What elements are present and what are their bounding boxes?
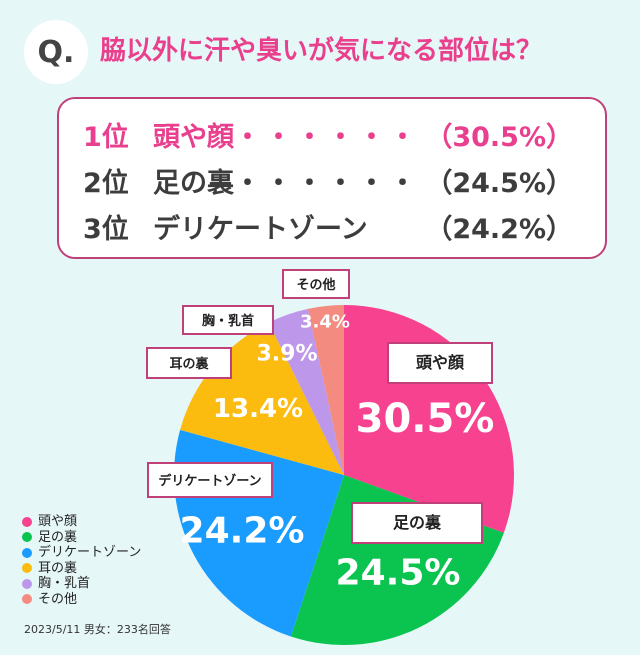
rank-position: 2位: [83, 168, 129, 199]
rank-label: デリケートゾーン: [153, 214, 368, 245]
legend-swatch: [22, 547, 32, 558]
rank-label: 足の裏: [153, 168, 234, 199]
rank-value: （24.5%）: [425, 168, 573, 199]
legend-swatch: [22, 516, 32, 527]
question-title: 脇以外に汗や臭いが気になる部位は？: [100, 36, 543, 66]
source-note: 2023/5/11 男女：233名回答: [24, 623, 171, 636]
rank-row-1: 1位 頭や顔・・・・・・ （30.5%）: [83, 115, 585, 154]
legend-item: デリケートゾーン: [22, 545, 141, 561]
slice-name-box: 頭や顔: [387, 342, 493, 384]
slice-name-box: その他: [282, 269, 350, 299]
legend-swatch: [22, 563, 32, 574]
slice-name-box: 足の裏: [351, 502, 483, 544]
rank-dots: ・・・・・・: [234, 168, 420, 199]
rank-row-3: 3位 デリケートゾーン （24.2%）: [83, 207, 585, 246]
slice-name-label: 胸・乳首: [202, 313, 254, 329]
slice-percent-label: 24.2%: [180, 511, 305, 552]
legend-label: 足の裏: [38, 529, 78, 545]
slice-percent-label: 3.4%: [300, 311, 350, 332]
ranking-box: 1位 頭や顔・・・・・・ （30.5%） 2位 足の裏・・・・・・ （24.5%） …: [57, 97, 607, 259]
rank-dots: ・・・・・・: [234, 122, 420, 153]
rank-position: 3位: [83, 214, 129, 245]
legend-swatch: [22, 594, 32, 605]
slice-name-box: デリケートゾーン: [147, 462, 273, 498]
legend-item: 耳の裏: [22, 561, 141, 577]
rank-value: （24.2%）: [425, 214, 573, 245]
legend-label: 胸・乳首: [38, 576, 91, 591]
legend-label: 頭や顔: [38, 514, 78, 529]
slice-name-label: 頭や顔: [416, 353, 465, 372]
rank-label: 頭や顔: [153, 122, 234, 153]
legend-item: 足の裏: [22, 530, 141, 546]
legend-swatch: [22, 578, 32, 589]
legend-item: 頭や顔: [22, 514, 141, 530]
slice-name-label: その他: [296, 277, 335, 293]
legend-item: その他: [22, 592, 141, 608]
rank-position: 1位: [83, 122, 129, 153]
slice-name-box: 耳の裏: [146, 347, 232, 379]
pie-slice: [268, 308, 344, 475]
slice-name-label: 耳の裏: [169, 356, 209, 372]
rank-row-2: 2位 足の裏・・・・・・ （24.5%）: [83, 161, 585, 200]
legend-item: 胸・乳首: [22, 576, 141, 592]
pie-slice: [344, 305, 514, 533]
slice-name-label: デリケートゾーン: [158, 473, 261, 489]
slice-name-label: 足の裏: [393, 513, 442, 532]
rank-value: （30.5%）: [425, 122, 573, 153]
legend-label: デリケートゾーン: [38, 545, 142, 560]
slice-name-box: 胸・乳首: [182, 305, 274, 335]
legend-label: その他: [38, 591, 78, 607]
slice-percent-label: 24.5%: [336, 553, 461, 594]
slice-percent-label: 3.9%: [256, 342, 317, 367]
legend: 頭や顔 足の裏 デリケートゾーン 耳の裏 胸・乳首 その他: [22, 514, 141, 607]
legend-swatch: [22, 532, 32, 543]
pie-slice: [307, 305, 344, 475]
legend-label: 耳の裏: [38, 560, 78, 576]
slice-percent-label: 13.4%: [213, 394, 303, 424]
slice-percent-label: 30.5%: [356, 396, 495, 442]
question-marker: Q.: [24, 20, 88, 84]
